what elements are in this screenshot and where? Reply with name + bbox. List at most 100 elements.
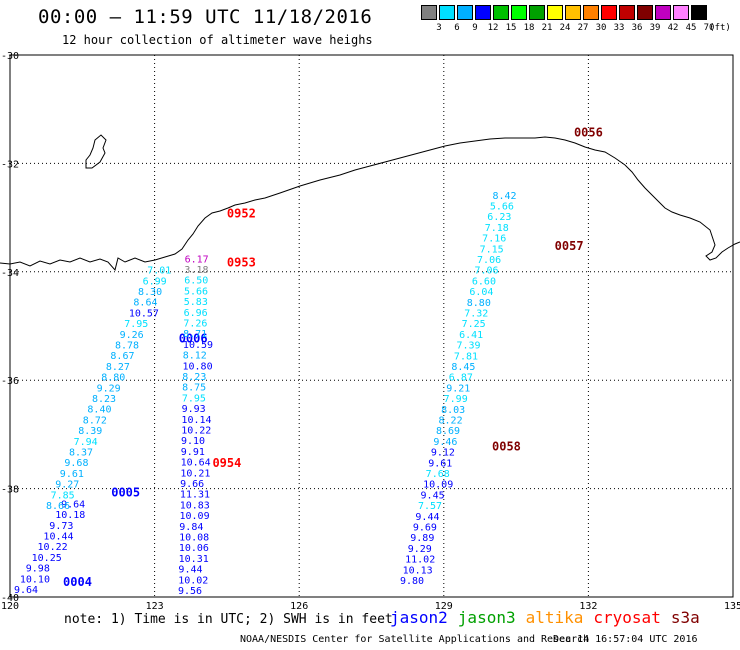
wave-height-reading: 7.68 [426, 469, 450, 480]
colorbar-swatch [511, 5, 527, 20]
wave-height-reading: 7.95 [182, 393, 206, 404]
colorbar-swatch [565, 5, 581, 20]
wave-height-reading: 7.16 [482, 234, 506, 245]
track-time-label: 0005 [111, 486, 140, 500]
wave-height-reading: 6.04 [469, 287, 493, 298]
colorbar-tick-label: 33 [613, 23, 625, 33]
wave-height-reading: 8.80 [101, 373, 125, 384]
wave-height-reading: 8.40 [87, 405, 111, 416]
wave-height-reading: 9.27 [55, 480, 79, 491]
wave-height-reading: 8.72 [83, 415, 107, 426]
wave-height-reading: 9.80 [400, 576, 424, 587]
wave-height-reading: 7.81 [454, 351, 478, 362]
wave-height-reading: 10.09 [423, 480, 453, 491]
wave-height-reading: 10.10 [20, 574, 50, 585]
legend-item-altika: altika [525, 608, 584, 627]
wave-height-reading: 10.06 [179, 543, 209, 554]
satellite-track-labels: 00049.6410.109.9810.2510.2210.449.7310.1… [14, 125, 603, 597]
colorbar-swatch [529, 5, 545, 20]
wave-height-reading: 8.69 [436, 426, 460, 437]
colorbar-tick-label: 9 [472, 23, 478, 33]
wave-height-reading: 8.37 [69, 448, 93, 459]
wave-height-reading: 11.31 [180, 490, 210, 501]
colorbar-swatch [457, 5, 473, 20]
wave-height-reading: 9.10 [181, 436, 205, 447]
track-time-label: 0056 [574, 125, 603, 139]
colorbar-tick-label: 30 [595, 23, 607, 33]
colorbar-swatch [583, 5, 599, 20]
wave-height-reading: 9.73 [49, 521, 73, 532]
wave-height-reading: 8.66 [46, 501, 70, 512]
wave-height-reading: 7.99 [444, 394, 468, 405]
legend-item-jason2: jason2 [390, 608, 448, 627]
colorbar-swatch [601, 5, 617, 20]
wave-height-reading: 10.09 [179, 511, 209, 522]
wave-height-reading: 10.64 [181, 458, 211, 469]
latitude-tick-label: -36 [1, 376, 19, 387]
wave-height-reading: 10.14 [181, 415, 211, 426]
wave-height-reading: 8.78 [115, 341, 139, 352]
wave-height-reading: 6.60 [472, 276, 496, 287]
colorbar-swatch [493, 5, 509, 20]
track-time-label: 0004 [63, 575, 92, 589]
wave-height-reading: 9.93 [182, 404, 206, 415]
legend-item-jason3: jason3 [457, 608, 516, 627]
track-time-label: 0952 [227, 207, 256, 221]
wave-height-reading: 9.69 [413, 523, 437, 534]
wave-height-reading: 9.56 [178, 586, 202, 597]
wave-height-reading: 3.18 [184, 265, 208, 276]
wave-height-reading: 8.39 [78, 426, 102, 437]
wave-height-reading: 9.29 [408, 544, 432, 555]
longitude-tick-label: 135 [724, 601, 740, 612]
wave-height-reading: 10.59 [183, 340, 213, 351]
wave-height-reading: 7.32 [464, 309, 488, 320]
wave-height-reading: 9.91 [181, 447, 205, 458]
track-time-label: 0953 [227, 255, 256, 269]
wave-height-reading: 8.71 [183, 329, 207, 340]
wave-height-reading: 8.64 [133, 298, 157, 309]
colorbar-swatch [421, 5, 437, 20]
map-frame [9, 54, 734, 598]
longitude-tick-label: 132 [579, 601, 597, 612]
wave-height-reading: 8.45 [451, 362, 475, 373]
wave-height-reading: 8.67 [110, 351, 134, 362]
colorbar-tick-label: 36 [631, 23, 643, 33]
wave-height-reading: 11.02 [405, 555, 435, 566]
wave-height-reading: 8.80 [467, 298, 491, 309]
wave-height-reading: 9.21 [446, 383, 470, 394]
colorbar-tick-label: 27 [577, 23, 589, 33]
colorbar-tick-label: 15 [505, 23, 517, 33]
wave-height-reading: 9.68 [64, 458, 88, 469]
satellite-legend: jason2 jason3 altika cryosat s3a [390, 608, 710, 627]
wave-height-reading: 10.25 [32, 553, 62, 564]
wave-height-reading: 9.44 [178, 565, 202, 576]
wave-height-reading: 7.85 [51, 490, 75, 501]
wave-height-reading: 8.12 [183, 351, 207, 362]
wave-height-reading: 7.06 [477, 255, 501, 266]
wave-height-reading: 6.23 [487, 212, 511, 223]
colorbar-tick-label: 70 [703, 23, 715, 33]
colorbar-swatch [691, 5, 707, 20]
colorbar-swatch [475, 5, 491, 20]
wave-height-reading: 7.39 [456, 341, 480, 352]
colorbar-tick-label: 39 [649, 23, 661, 33]
wave-height-reading: 5.66 [184, 286, 208, 297]
wave-height-reading: 9.45 [421, 490, 445, 501]
wave-height-reading: 10.22 [38, 542, 68, 553]
legend-item-s3a: s3a [670, 608, 700, 627]
track-time-label: 0954 [212, 456, 241, 470]
wave-height-reading: 6.96 [184, 308, 208, 319]
track-time-label: 0057 [555, 239, 584, 253]
wave-height-reading: 5.83 [184, 297, 208, 308]
wave-height-reading: 10.13 [403, 565, 433, 576]
wave-height-reading: 9.46 [433, 437, 457, 448]
colorbar-tick-label: 3 [436, 23, 442, 33]
wave-height-reading: 10.80 [182, 361, 212, 372]
colorbar-tick-label: 12 [487, 23, 499, 33]
credit-line: NOAA/NESDIS Center for Satellite Applica… [240, 634, 590, 645]
latitude-tick-label: -34 [1, 268, 19, 279]
latitude-tick-label: -30 [1, 51, 19, 62]
wave-height-reading: 8.22 [439, 416, 463, 427]
legend-item-cryosat: cryosat [593, 608, 661, 627]
